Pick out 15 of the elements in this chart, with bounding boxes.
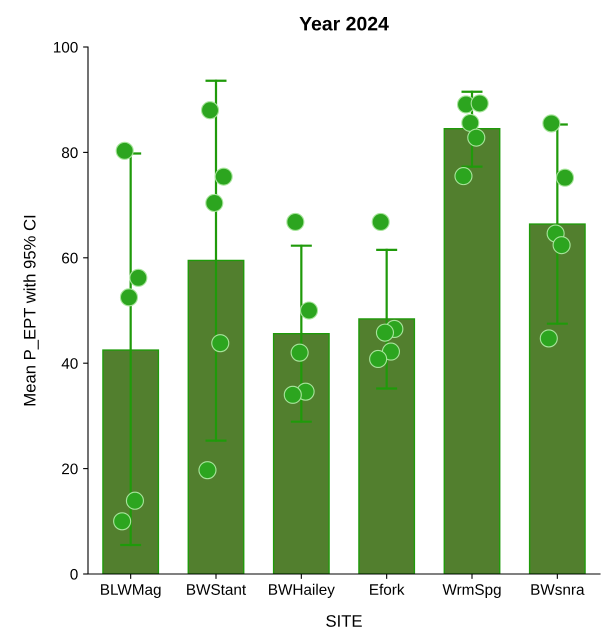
y-axis-title: Mean P_EPT with 95% CI xyxy=(23,216,39,406)
x-axis-title: SITE xyxy=(326,615,362,627)
x-tick-label: BWsnra xyxy=(531,584,584,595)
y-tick-label: 40 xyxy=(62,358,78,369)
y-tick-label: 80 xyxy=(62,147,78,158)
y-tick-label: 60 xyxy=(62,252,78,264)
x-tick-label: BLWMag xyxy=(101,584,161,598)
x-tick-label: Efork xyxy=(370,584,405,595)
x-tick-label: WrmSpg xyxy=(442,584,501,598)
y-tick-label: 20 xyxy=(62,463,78,474)
x-tick-label: BWStant xyxy=(187,584,246,595)
y-tick-label: 100 xyxy=(54,42,78,53)
y-tick-label: 0 xyxy=(70,568,78,580)
x-tick-label: BWHailey xyxy=(269,584,335,598)
chart-title: Year 2024 xyxy=(299,16,389,31)
